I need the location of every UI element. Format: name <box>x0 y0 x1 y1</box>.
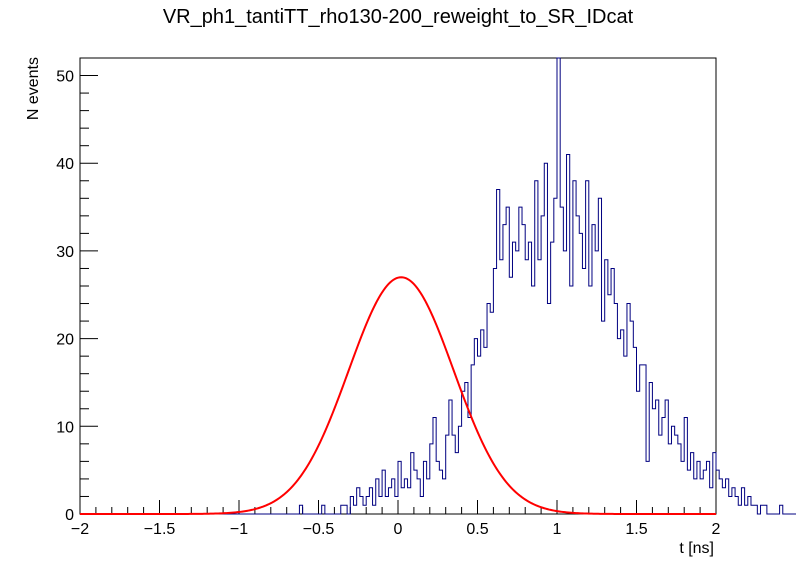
x-tick-label: 0 <box>394 521 403 538</box>
y-axis-title: N events <box>25 57 42 120</box>
y-tick-label: 30 <box>56 244 74 261</box>
y-tick-label: 20 <box>56 332 74 349</box>
y-tick-label: 0 <box>65 507 74 524</box>
x-tick-label: 2 <box>712 521 721 538</box>
x-axis-title: t [ns] <box>679 540 714 557</box>
x-tick-label: 1 <box>553 521 562 538</box>
x-tick-label: 0.5 <box>466 521 488 538</box>
x-tick-label: −0.5 <box>303 521 335 538</box>
axis-ticks <box>79 57 717 515</box>
histogram-series <box>80 57 796 515</box>
x-tick-label: −1 <box>230 521 248 538</box>
chart-title: VR_ph1_tantiTT_rho130-200_reweight_to_SR… <box>162 6 634 28</box>
y-tick-label: 10 <box>56 419 74 436</box>
plot-frame <box>79 57 717 515</box>
y-tick-label: 40 <box>56 156 74 173</box>
x-tick-label: −1.5 <box>144 521 176 538</box>
gaussian-fit-curve <box>80 276 716 515</box>
x-tick-label: 1.5 <box>625 521 647 538</box>
y-tick-label: 50 <box>56 69 74 86</box>
x-tick-label: −2 <box>71 521 89 538</box>
